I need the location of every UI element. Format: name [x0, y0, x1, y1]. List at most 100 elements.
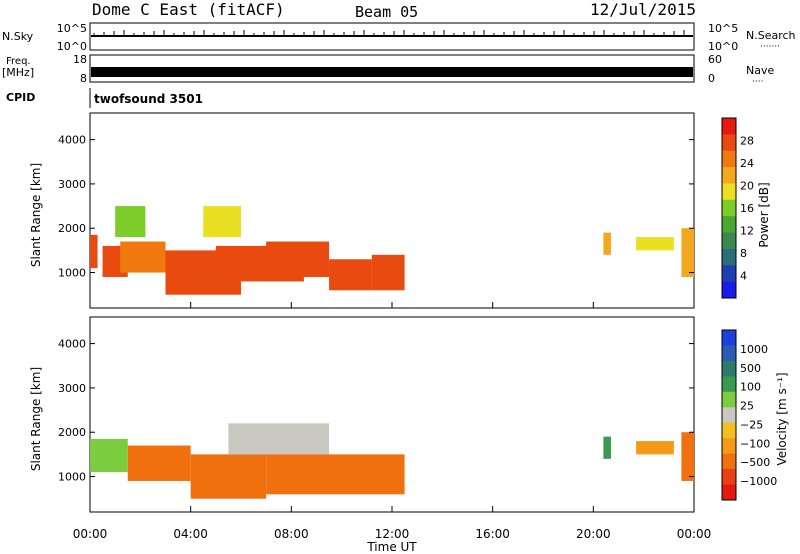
colorbar-tick-label: −25	[740, 418, 763, 431]
y-tick-label: 4000	[58, 338, 86, 351]
colorbar-tick-label: −1000	[740, 475, 777, 488]
freq-tick-bottom-right: 0	[708, 72, 715, 85]
x-tick-label: 00:00	[677, 527, 712, 541]
freq-band	[91, 67, 693, 77]
freq-label-line1: Freq.	[6, 56, 31, 67]
scatter-block	[603, 436, 611, 459]
colorbar-segment	[722, 199, 736, 217]
nsky-tick-bottom-left: 10^0	[57, 40, 87, 53]
x-tick-label: 08:00	[274, 527, 309, 541]
colorbar-tick-label: 1000	[740, 343, 768, 356]
date-label: 12/Jul/2015	[590, 0, 696, 19]
scatter-block	[603, 232, 611, 255]
y-tick-label: 1000	[58, 267, 86, 280]
colorbar-tick-label: 8	[740, 247, 747, 260]
nsky-panel: N.Sky 10^5 10^0 10^5 10^0 N.Search ·····…	[2, 22, 796, 53]
x-tick-label: 12:00	[375, 527, 410, 541]
scatter-block	[90, 438, 128, 473]
colorbar-tick-label: 100	[740, 381, 761, 394]
freq-label-line2: [MHz]	[2, 66, 34, 79]
power-panel: 1000 2000 3000 4000 Slant Range [km] 4 8 12 16…	[29, 112, 771, 309]
colorbar-tick-label: 500	[740, 362, 761, 375]
colorbar-segment	[722, 183, 736, 201]
colorbar-segment	[722, 453, 736, 470]
colorbar-tick-label: −500	[740, 456, 770, 469]
y-tick-label: 2000	[58, 426, 86, 439]
colorbar-segment	[722, 391, 736, 408]
scatter-block	[203, 206, 241, 238]
scatter-block	[190, 454, 267, 499]
colorbar-segment	[722, 422, 736, 439]
colorbar-segment	[722, 265, 736, 283]
scatter-block	[90, 234, 98, 269]
freq-panel: Freq. [MHz] 18 8 60 0 Nave ····	[2, 53, 774, 87]
power-ylabel: Slant Range [km]	[29, 163, 43, 267]
y-tick-label: 4000	[58, 134, 86, 147]
scatter-block	[115, 206, 146, 238]
x-tick-label: 04:00	[173, 527, 208, 541]
nsky-tick-top-right: 10^5	[708, 22, 738, 35]
cpid-row: CPID twofsound 3501	[6, 88, 203, 108]
nsearch-label: N.Search	[746, 29, 796, 42]
colorbar-segment	[722, 281, 736, 299]
scatter-block	[228, 423, 330, 455]
scatter-block	[636, 441, 674, 455]
power-cbar-label: Power [dB]	[757, 182, 771, 247]
colorbar-tick-label: 20	[740, 180, 754, 193]
scatter-block	[266, 454, 405, 495]
colorbar-segment	[722, 330, 736, 346]
beam-label: Beam 05	[355, 3, 418, 21]
cpid-label: CPID	[6, 91, 35, 104]
velocity-ylabel: Slant Range [km]	[29, 367, 43, 471]
colorbar-tick-label: 24	[740, 157, 754, 170]
scatter-block	[266, 241, 330, 277]
colorbar-tick-label: 25	[740, 400, 754, 413]
y-tick-label: 3000	[58, 178, 86, 191]
colorbar-tick-label: 4	[740, 270, 747, 283]
colorbar-segment	[722, 248, 736, 266]
nsky-label: N.Sky	[2, 30, 34, 43]
nsky-tick-bottom-right: 10^0	[708, 40, 738, 53]
x-axis-label: Time UT	[366, 540, 417, 554]
scatter-block	[371, 254, 405, 291]
colorbar-segment	[722, 469, 736, 486]
x-tick-label: 20:00	[576, 527, 611, 541]
scatter-block	[329, 259, 372, 291]
scatter-block	[681, 228, 694, 277]
station-title: Dome C East (fitACF)	[92, 0, 285, 19]
colorbar-segment	[722, 376, 736, 393]
velocity-panel: 1000 2000 3000 4000 Slant Range [km] 1000 50…	[29, 302, 789, 554]
colorbar-segment	[722, 216, 736, 234]
colorbar-tick-label: −100	[740, 437, 770, 450]
colorbar-segment	[722, 360, 736, 377]
colorbar-tick-label: 28	[740, 135, 754, 148]
colorbar-segment	[722, 167, 736, 184]
scatter-block	[127, 445, 191, 481]
colorbar-segment	[722, 438, 736, 455]
x-tick-label: 00:00	[73, 527, 108, 541]
colorbar-segment	[722, 407, 736, 424]
freq-tick-top-left: 18	[73, 53, 87, 66]
freq-tick-bottom-left: 8	[80, 72, 87, 85]
scatter-block	[120, 241, 166, 273]
colorbar-segment	[722, 118, 736, 135]
colorbar-segment	[722, 484, 736, 501]
velocity-cbar-label: Velocity [m s⁻¹]	[775, 372, 789, 465]
nsearch-dots: ·······	[760, 42, 780, 52]
cpid-value: twofsound 3501	[94, 92, 203, 106]
scatter-block	[636, 237, 674, 251]
nsky-tick-top-left: 10^5	[57, 22, 87, 35]
y-tick-label: 2000	[58, 222, 86, 235]
scatter-block	[681, 432, 694, 481]
nave-label: Nave	[746, 64, 774, 77]
colorbar-tick-label: 16	[740, 202, 754, 215]
colorbar-segment	[722, 150, 736, 168]
colorbar-segment	[722, 232, 736, 250]
colorbar-segment	[722, 345, 736, 362]
nave-dots: ····	[752, 77, 763, 87]
colorbar-tick-label: 12	[740, 225, 754, 238]
y-tick-label: 1000	[58, 471, 86, 484]
x-tick-label: 16:00	[475, 527, 510, 541]
colorbar-segment	[722, 134, 736, 152]
